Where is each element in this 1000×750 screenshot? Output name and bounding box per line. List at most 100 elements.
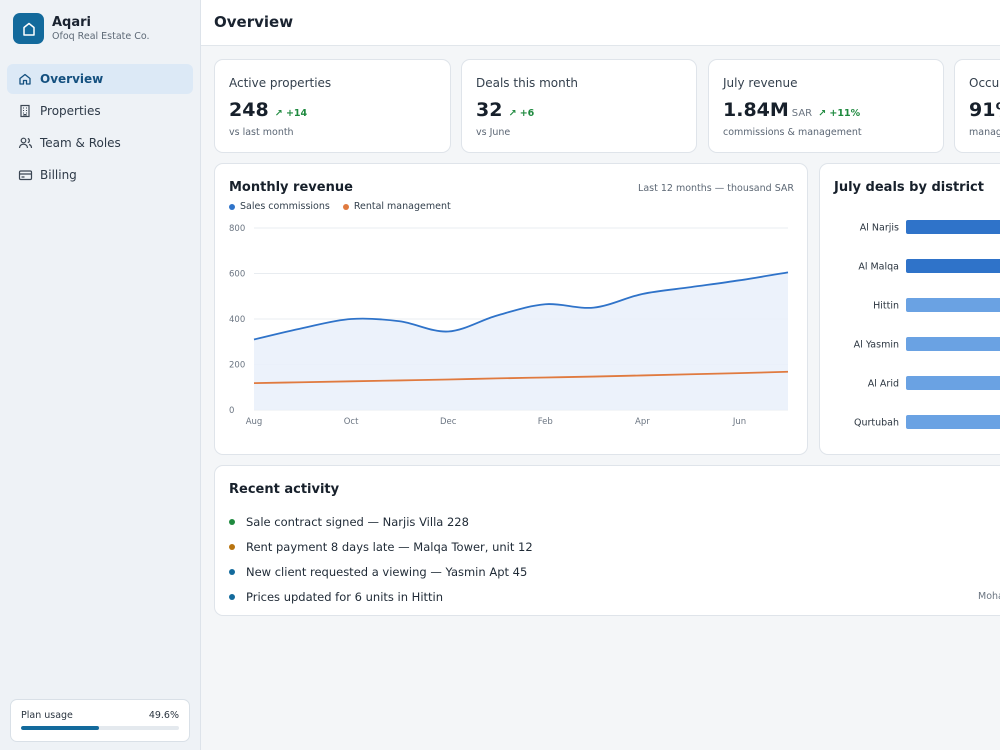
activity-item[interactable]: New client requested a viewing — Yasmin … [229, 559, 1000, 584]
activity-list: Sale contract signed — Narjis Villa 228 … [229, 509, 1000, 609]
legend-label: Sales commissions [240, 201, 330, 212]
monthly-revenue-card: Monthly revenue Last 12 months — thousan… [214, 163, 808, 455]
kpi-delta: ↗ +11% [818, 108, 861, 119]
status-dot [229, 518, 235, 525]
district-bar[interactable] [906, 298, 1000, 312]
legend-dot [229, 203, 235, 210]
category-label: Qurtubah [854, 418, 899, 429]
building-icon [17, 103, 33, 119]
series-line-rental[interactable] [253, 370, 789, 385]
plan-usage-fill [21, 726, 100, 730]
activity-text: Sale contract signed — Narjis Villa 228 [246, 514, 469, 529]
status-dot [229, 568, 235, 575]
category-label: Al Narjis [860, 223, 899, 234]
sidebar-item-label: Properties [40, 104, 101, 118]
status-dot [229, 543, 235, 550]
district-bar[interactable] [906, 376, 1000, 390]
category-label: Al Arid [868, 379, 899, 390]
chart-title: Monthly revenue [229, 180, 353, 195]
deals-by-district-card: July deals by district Al Narjis Al Malqa… [819, 163, 1000, 455]
kpi-unit: SAR [791, 108, 813, 119]
x-tick-label: Dec [440, 417, 457, 427]
district-bar[interactable] [906, 415, 1000, 429]
district-bar[interactable] [906, 259, 1000, 273]
y-tick-label: 0 [229, 406, 234, 416]
sidebar-item-properties[interactable]: Properties [7, 96, 193, 126]
legend-item-rental[interactable]: Rental management [342, 201, 451, 212]
activity-text: Prices updated for 6 units in Hittin [246, 589, 444, 604]
activity-item[interactable]: Sale contract signed — Narjis Villa 228 [229, 509, 1000, 534]
revenue-line-chart: 0 200 400 600 800 Aug Oct Dec Feb Apr Jun [229, 224, 789, 427]
kpi-value: 248 ↗ +14 [229, 99, 308, 121]
kpi-card-july-revenue[interactable]: July revenue 1.84M SAR ↗ +11% commissions … [708, 59, 944, 153]
sidebar-item-overview[interactable]: Overview [7, 64, 193, 94]
chart-legend: Sales commissions Rental management [229, 201, 464, 212]
plan-usage-card: Plan usage 49.6% [10, 699, 190, 742]
brand[interactable]: Aqari Ofoq Real Estate Co. [13, 13, 150, 44]
legend-label: Rental management [353, 201, 451, 212]
kpi-delta: ↗ +14 [274, 108, 308, 119]
activity-text: New client requested a viewing — Yasmin … [246, 564, 528, 579]
sidebar-item-billing[interactable]: Billing [7, 160, 193, 190]
kpi-delta: ↗ +6 [508, 108, 535, 119]
y-tick-label: 600 [229, 270, 245, 280]
main-content: Active properties 248 ↗ +14 vs last month… [201, 46, 1000, 750]
home-icon [17, 71, 33, 87]
y-tick-label: 400 [229, 315, 245, 325]
kpi-card-deals-this-month[interactable]: Deals this month 32 ↗ +6 vs June [461, 59, 697, 153]
status-dot [229, 593, 235, 600]
legend-item-sales[interactable]: Sales commissions [229, 201, 330, 212]
x-tick-label: Oct [344, 417, 359, 427]
kpi-card-active-properties[interactable]: Active properties 248 ↗ +14 vs last month [214, 59, 451, 153]
section-title: Recent activity [229, 482, 340, 497]
kpi-label: Occup [969, 76, 1000, 90]
recent-activity-card: Recent activity Sale contract signed — N… [214, 465, 1000, 616]
kpi-value: 32 ↗ +6 [476, 99, 535, 121]
x-tick-label: Jun [732, 417, 746, 427]
kpi-label: July revenue [723, 76, 798, 90]
activity-item[interactable]: Rent payment 8 days late — Malqa Tower, … [229, 534, 1000, 559]
kpi-value: 91% [969, 99, 1000, 121]
district-bar[interactable] [906, 220, 1000, 234]
kpi-label: Active properties [229, 76, 332, 90]
sidebar-nav: Overview Properties Team & Roles Billing [7, 64, 193, 192]
house-icon [13, 13, 44, 44]
top-bar: Overview [201, 0, 1000, 46]
kpi-value: 1.84M SAR ↗ +11% [723, 99, 861, 121]
sidebar-item-label: Team & Roles [40, 136, 121, 150]
activity-item[interactable]: Prices updated for 6 units in Hittin Moh… [229, 584, 1000, 609]
x-tick-label: Feb [538, 417, 553, 427]
credit-card-icon [17, 167, 33, 183]
kpi-sub: vs June [476, 127, 511, 138]
brand-name: Aqari [52, 14, 92, 30]
category-label: Hittin [873, 301, 899, 312]
sidebar-item-label: Billing [40, 168, 77, 182]
brand-company: Ofoq Real Estate Co. [52, 30, 150, 42]
x-tick-label: Apr [635, 417, 650, 427]
activity-author: Moha [978, 591, 1000, 602]
kpi-label: Deals this month [476, 76, 579, 90]
users-icon [17, 135, 33, 151]
district-bar[interactable] [906, 337, 1000, 351]
y-tick-label: 200 [229, 361, 245, 371]
legend-dot [342, 203, 349, 210]
page-title: Overview [214, 13, 294, 31]
sidebar-item-team-roles[interactable]: Team & Roles [7, 128, 193, 158]
sidebar: Aqari Ofoq Real Estate Co. Overview Prop… [0, 0, 201, 750]
activity-text: Rent payment 8 days late — Malqa Tower, … [246, 539, 533, 554]
kpi-sub: commissions & management [723, 127, 862, 138]
kpi-card-occupancy[interactable]: Occup 91% manag [954, 59, 1000, 153]
district-bar-chart: Al Narjis Al Malqa Hittin Al Yasmin Al Arid Q… [854, 220, 1000, 429]
chart-period: Last 12 months — thousand SAR [638, 183, 794, 194]
plan-usage-bar [21, 726, 179, 730]
plan-usage-label: Plan usage [21, 710, 73, 721]
x-tick-label: Aug [246, 417, 263, 427]
category-label: Al Yasmin [854, 340, 899, 351]
series-line-sales[interactable] [253, 271, 789, 341]
chart-title: July deals by district [834, 180, 984, 195]
series-area-sales [254, 272, 788, 410]
sidebar-item-label: Overview [40, 72, 104, 86]
kpi-sub: manag [969, 127, 1000, 138]
plan-usage-value: 49.6% [148, 710, 179, 721]
kpi-sub: vs last month [229, 127, 294, 138]
